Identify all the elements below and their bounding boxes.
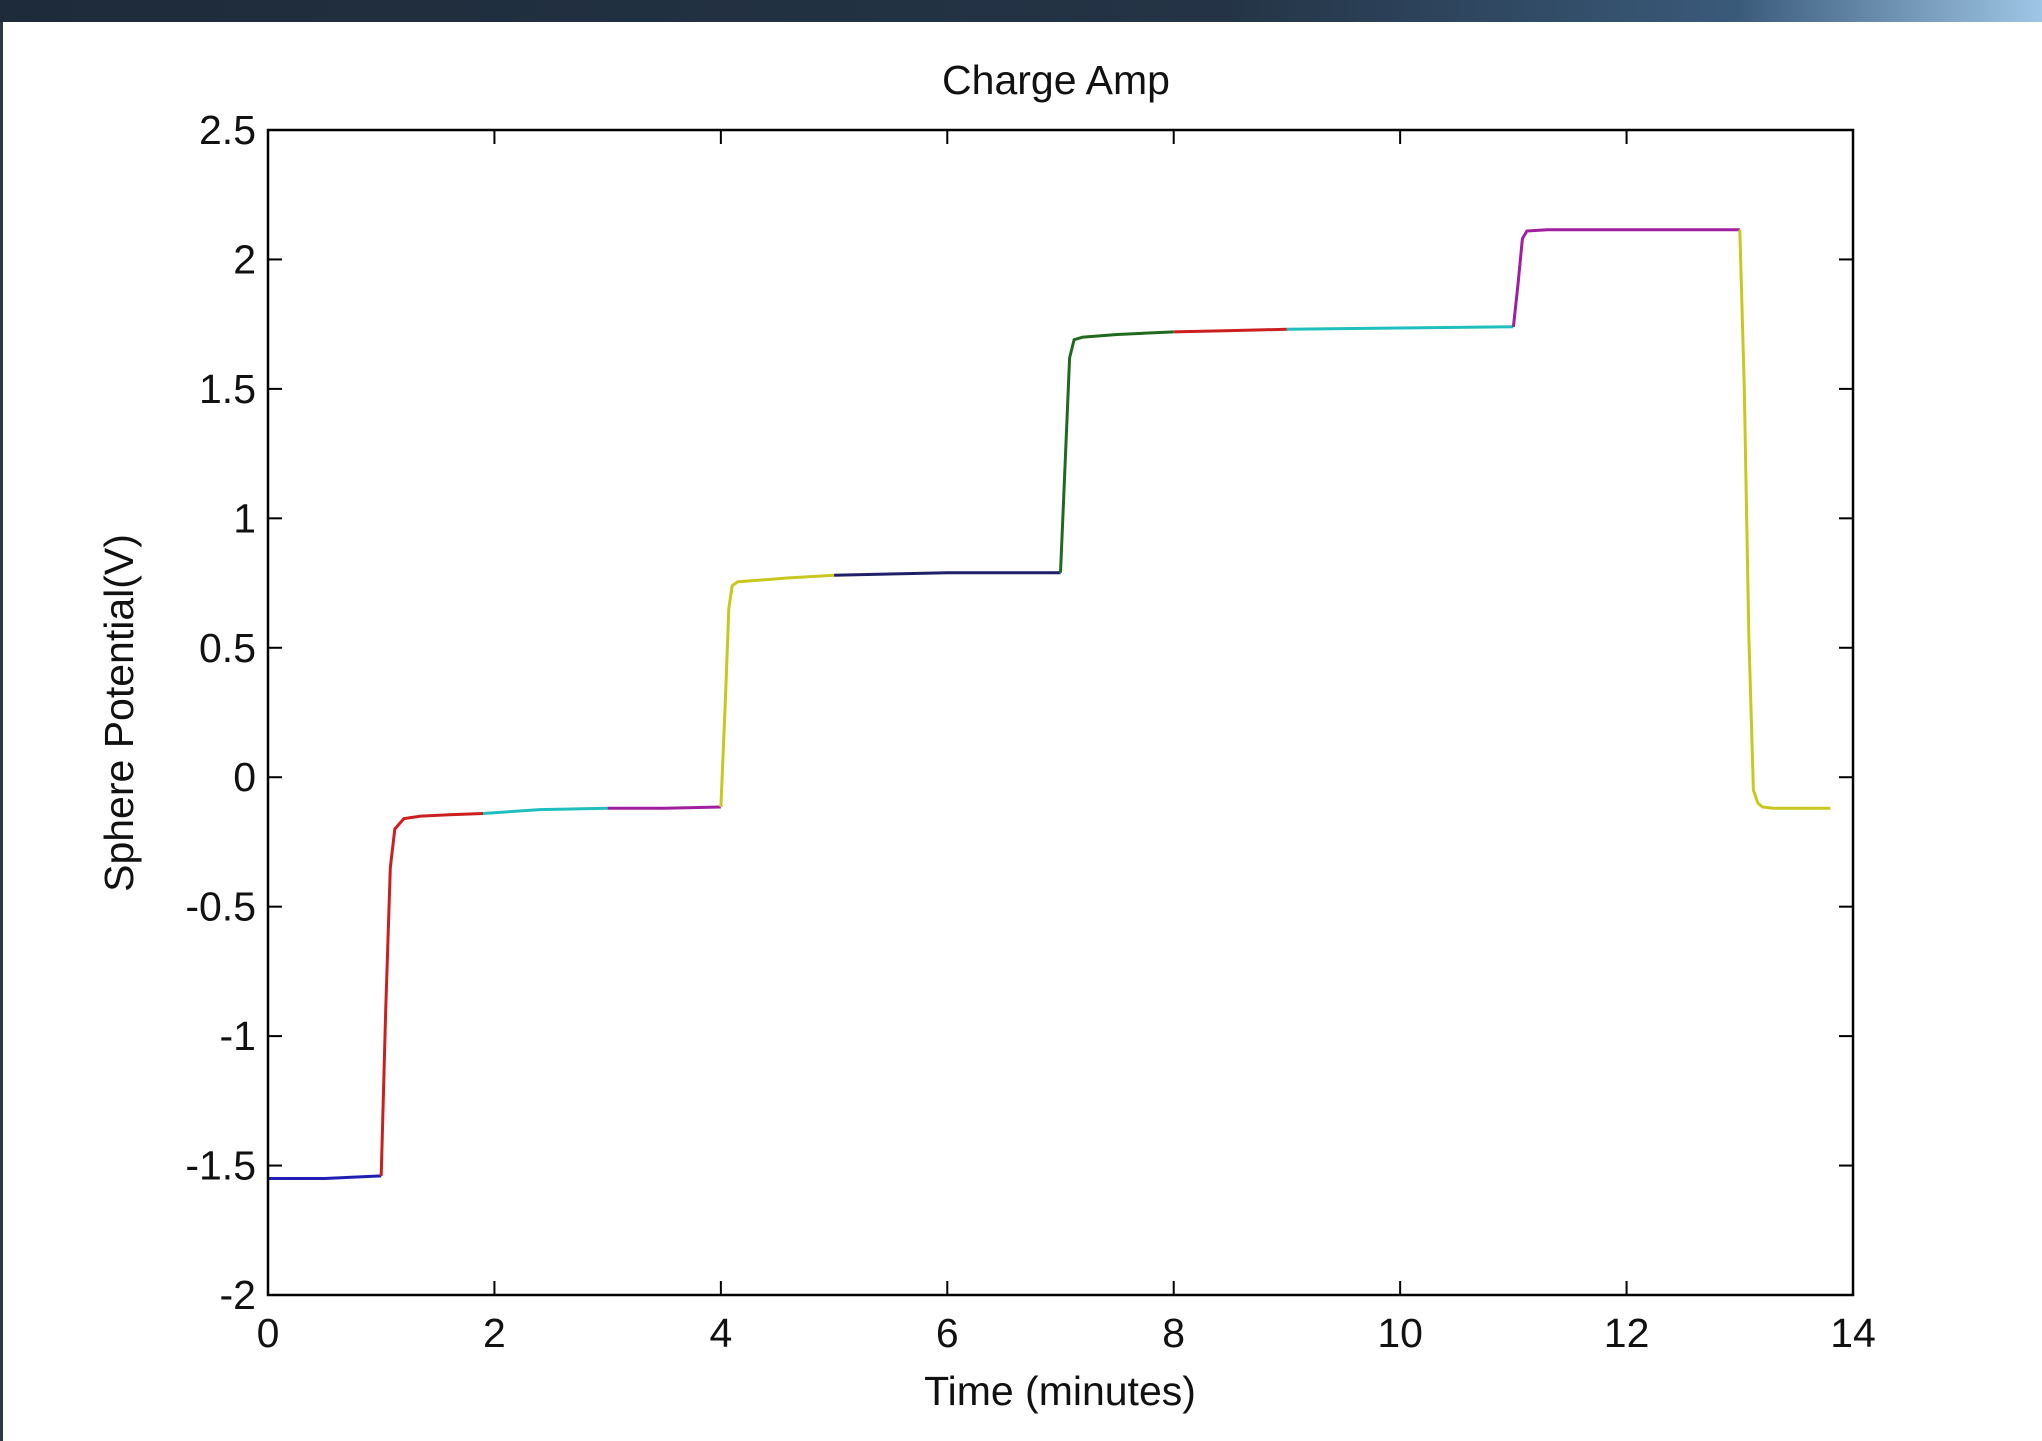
y-tick-label: -2	[220, 1272, 256, 1318]
series-line-6	[834, 571, 1061, 577]
x-tick-label: 0	[257, 1310, 280, 1356]
plot-area-border	[266, 128, 1855, 1297]
series-line-5	[719, 573, 835, 808]
y-tick-label: 0.5	[199, 625, 256, 671]
series-line-7	[1059, 330, 1174, 573]
series-line-1	[268, 1174, 382, 1180]
x-tick-label: 8	[1162, 1310, 1185, 1356]
y-axis-label: Sphere Potential(V)	[96, 534, 142, 892]
x-axis-label: Time (minutes)	[924, 1368, 1196, 1414]
axis-ticks: 0 2 4 6 8 10 12 14 2.5 2 1.5 1 0.5 0 -0.5 -1 -1.5 -2	[185, 107, 1875, 1356]
plot-marks	[268, 228, 1831, 1180]
y-tick-label: 2.5	[199, 107, 256, 153]
series-line-8	[1173, 327, 1287, 334]
x-tick-label: 2	[483, 1310, 506, 1356]
chart-title: Charge Amp	[942, 57, 1170, 103]
series-line-11	[1738, 229, 1831, 810]
x-tick-label: 4	[709, 1310, 732, 1356]
x-tick-label: 6	[936, 1310, 959, 1356]
x-tick-label: 10	[1377, 1310, 1423, 1356]
y-tick-label: 1.5	[199, 366, 256, 412]
series-line-2	[379, 812, 484, 1176]
y-tick-label: -1.5	[185, 1143, 256, 1189]
y-tick-label: -1	[220, 1013, 256, 1059]
series-line-10	[1511, 228, 1740, 327]
window-top-bar	[0, 0, 2042, 22]
y-tick-label: 2	[233, 236, 256, 282]
series-line-9	[1286, 325, 1514, 331]
y-tick-label: 1	[233, 495, 256, 541]
y-tick-label: 0	[233, 754, 256, 800]
y-tick-label: -0.5	[185, 884, 256, 930]
series-line-3	[482, 806, 608, 815]
x-tick-label: 14	[1830, 1310, 1876, 1356]
series-line-4	[607, 805, 721, 810]
x-tick-label: 12	[1604, 1310, 1650, 1356]
window-left-border	[0, 22, 3, 1441]
